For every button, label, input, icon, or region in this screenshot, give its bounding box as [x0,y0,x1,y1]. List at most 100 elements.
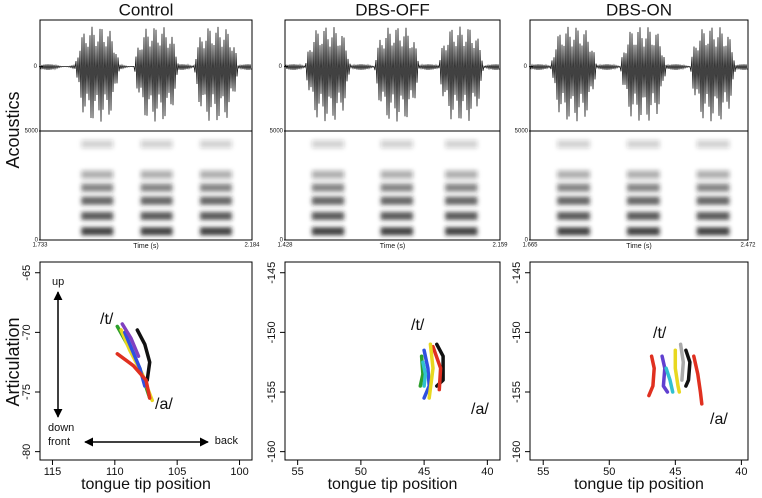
trace [427,342,435,400]
x-tick-label: 45 [669,466,681,478]
trace [692,354,704,406]
time-tick-label: 2.184 [244,243,260,249]
time-label: Time (s) [626,243,651,250]
formant [200,140,232,149]
trace [684,348,692,388]
x-tick-label: 40 [481,466,493,478]
waveform-tick-label: 0 [279,64,283,70]
formant [696,140,730,149]
formant [311,140,345,149]
trace [673,348,682,394]
spectrogram [557,140,730,236]
formant [311,196,345,205]
formant [200,196,232,205]
formant [311,170,345,179]
time-tick-label: 1.733 [32,243,48,249]
formant [380,140,413,149]
waveform-tick-label: 0 [524,64,528,70]
y-tick-label: -65 [21,265,33,281]
formant [627,227,660,236]
y-tick-label: -145 [266,262,278,284]
time-label: Time (s) [380,243,405,250]
formant [627,170,660,179]
formant [81,183,114,192]
annotation: front [48,436,70,448]
spectrogram-frame [39,130,253,241]
formant [81,170,114,179]
plot-frame [39,261,253,461]
y-tick-label: -155 [266,381,278,403]
formant [627,183,660,192]
x-tick-label: 50 [603,466,615,478]
formant [696,212,730,221]
formant [311,227,345,236]
trace [647,354,656,398]
spectrogram-tick-label: 0 [280,238,284,244]
formant [557,183,590,192]
y-tick-label: -80 [21,444,33,460]
time-tick-label: 1.428 [277,243,293,249]
spectrogram-frame [284,130,501,241]
x-axis-label: tongue tip position [328,476,458,493]
time-label: Time (s) [133,243,158,250]
formant [81,196,114,205]
x-tick-label: 40 [735,466,747,478]
x-tick-label: 55 [292,466,304,478]
y-tick-label: -155 [511,381,523,403]
formant [445,140,478,149]
formant [140,183,173,192]
annotation: back [215,435,239,447]
trace [120,322,141,358]
spectrogram-tick-label: 5000 [515,129,529,135]
annotation: up [52,276,64,288]
formant [557,196,590,205]
formant [380,170,413,179]
trace [678,342,686,382]
formant [696,196,730,205]
x-tick-label: 110 [106,466,124,478]
formant [557,212,590,221]
formant [200,227,232,236]
y-tick-label: -160 [511,441,523,463]
time-tick-label: 2.159 [492,243,508,249]
waveform [529,26,748,122]
row-label: Articulation [3,317,23,406]
formant [627,196,660,205]
trace [421,360,428,388]
x-tick-label: 100 [230,466,248,478]
formant [627,140,660,149]
formant [557,170,590,179]
formant [445,196,478,205]
x-tick-label: 55 [537,466,549,478]
waveform [39,26,252,122]
spectrogram-frame [529,130,749,241]
formant [140,212,173,221]
trace [135,328,152,382]
trace [664,366,675,394]
spectrogram [81,140,232,236]
spectrogram-tick-label: 0 [525,238,529,244]
formant [200,183,232,192]
plot-frame [284,261,501,461]
formant [445,170,478,179]
formant [380,212,413,221]
trace [422,348,431,400]
annotation: /a/ [710,411,728,428]
y-tick-label: -160 [266,441,278,463]
formant [311,183,345,192]
x-tick-label: 105 [168,466,186,478]
time-tick-label: 2.472 [740,243,756,249]
formant [380,227,413,236]
formant [140,227,173,236]
formant [380,196,413,205]
spectrogram-tick-label: 0 [35,238,39,244]
y-tick-label: -145 [511,262,523,284]
y-tick-label: -75 [21,384,33,400]
annotation: /a/ [155,396,173,413]
trace [660,354,670,394]
formant [557,227,590,236]
x-tick-label: 50 [355,466,367,478]
formant [311,212,345,221]
spectrogram-tick-label: 5000 [270,129,284,135]
